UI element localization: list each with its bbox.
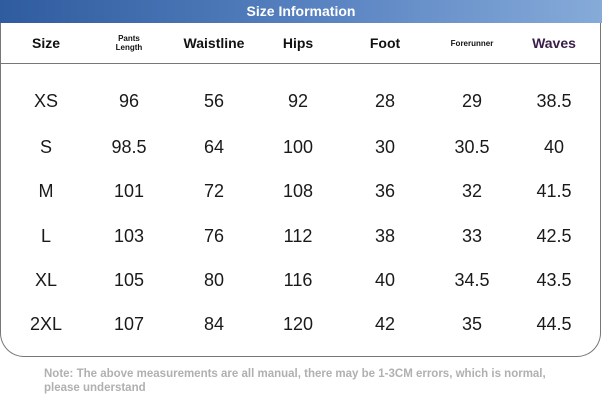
cell-forerunner: 30.5 — [454, 137, 490, 157]
cell-waistline: 76 — [203, 226, 225, 246]
header-waistline: Waistline — [183, 35, 245, 51]
cell-waistline: 72 — [203, 181, 225, 201]
cell-size: XS — [33, 91, 59, 111]
header-size: Size — [31, 35, 61, 51]
cell-forerunner: 29 — [461, 91, 483, 111]
cell-waistline: 64 — [203, 137, 225, 157]
measurement-note: Note: The above measurements are all man… — [44, 368, 546, 394]
cell-waves: 44.5 — [536, 314, 572, 334]
header-hips: Hips — [282, 35, 314, 51]
cell-pants-length: 101 — [113, 181, 145, 201]
cell-pants-length: 98.5 — [111, 137, 147, 157]
cell-waves: 43.5 — [536, 270, 572, 290]
cell-foot: 36 — [374, 181, 396, 201]
cell-foot: 40 — [374, 270, 396, 290]
cell-size: XL — [34, 270, 58, 290]
cell-waves: 41.5 — [536, 181, 572, 201]
cell-foot: 42 — [374, 314, 396, 334]
cell-foot: 38 — [374, 226, 396, 246]
header-waves: Waves — [532, 35, 576, 51]
cell-waves: 42.5 — [536, 226, 572, 246]
cell-hips: 116 — [283, 270, 313, 290]
cell-forerunner: 34.5 — [454, 270, 490, 290]
cell-pants-length: 107 — [113, 314, 145, 334]
table-header-row: Size Pants Length Waistline Hips Foot Fo… — [1, 23, 600, 64]
cell-hips: 108 — [282, 181, 314, 201]
cell-size: L — [40, 226, 52, 246]
cell-forerunner: 35 — [461, 314, 483, 334]
cell-hips: 100 — [282, 137, 314, 157]
cell-waves: 38.5 — [536, 91, 572, 111]
cell-waves: 40 — [543, 137, 565, 157]
cell-waistline: 80 — [203, 270, 225, 290]
size-table: Size Pants Length Waistline Hips Foot Fo… — [0, 23, 601, 357]
cell-size: M — [38, 181, 54, 201]
cell-waistline: 56 — [203, 91, 225, 111]
cell-pants-length: 105 — [113, 270, 145, 290]
cell-size: S — [39, 137, 53, 157]
cell-foot: 28 — [374, 91, 396, 111]
cell-hips: 120 — [282, 314, 314, 334]
header-foot: Foot — [369, 35, 401, 51]
header-pants-length: Pants Length — [115, 34, 143, 52]
cell-hips: 92 — [287, 91, 309, 111]
cell-size: 2XL — [29, 314, 63, 334]
cell-forerunner: 33 — [461, 226, 483, 246]
cell-foot: 30 — [374, 137, 396, 157]
header-forerunner: Forerunner — [450, 38, 494, 48]
table-title: Size Information — [0, 0, 602, 23]
cell-hips: 112 — [283, 226, 313, 246]
cell-pants-length: 96 — [118, 91, 140, 111]
cell-waistline: 84 — [203, 314, 225, 334]
cell-pants-length: 103 — [113, 226, 145, 246]
cell-forerunner: 32 — [461, 181, 483, 201]
